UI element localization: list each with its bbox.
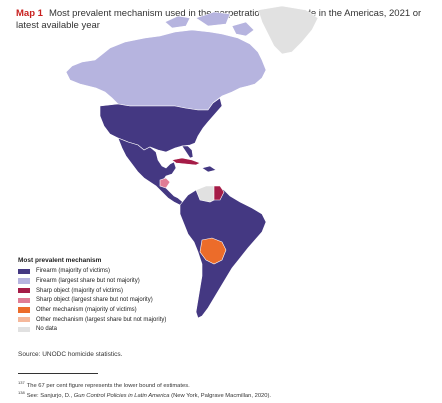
footnote-divider: [18, 373, 98, 374]
map-legend: Most prevalent mechanism Firearm (majori…: [18, 257, 238, 335]
legend-item: Other mechanism (largest share but not m…: [18, 315, 238, 324]
legend-swatch: [18, 297, 30, 304]
legend-item: Sharp object (majority of victims): [18, 286, 238, 295]
legend-label: Other mechanism (largest share but not m…: [36, 316, 167, 323]
region-greenland: [257, 5, 319, 55]
region-canada-islands-3: [231, 21, 255, 37]
legend-swatch: [18, 287, 30, 294]
footnote-number: 137: [18, 380, 25, 385]
legend-swatch: [18, 316, 30, 323]
region-florida: [181, 145, 194, 159]
footnote-138: 138See: Sanjurjo, D., Gun Control Polici…: [18, 390, 271, 399]
legend-item: Other mechanism (majority of victims): [18, 306, 238, 315]
footnote-book-title: Gun Control Policies in Latin America: [73, 392, 170, 399]
legend-swatch: [18, 326, 30, 333]
region-nicaragua: [159, 177, 171, 189]
legend-label: Sharp object (largest share but not majo…: [36, 297, 153, 304]
region-bolivia: [199, 237, 227, 265]
legend-label: Other mechanism (majority of victims): [36, 307, 137, 313]
legend-label: Sharp object (majority of victims): [36, 287, 124, 294]
legend-item: No data: [18, 325, 238, 334]
footnote-text-pre: See: Sanjurjo, D.,: [26, 392, 74, 399]
legend-item: Firearm (majority of victims): [18, 267, 238, 276]
footnote-number: 138: [18, 390, 25, 395]
legend-swatch: [18, 278, 30, 284]
map-number-label: Map 1: [16, 8, 43, 19]
map-title-text: Most prevalent mechanism used in the per…: [16, 8, 422, 31]
legend-swatch: [18, 268, 30, 274]
source-note: Source: UNODC homicide statistics.: [18, 351, 123, 358]
legend-label: No data: [36, 326, 58, 333]
region-cuba: [171, 157, 201, 166]
legend-item: Firearm (largest share but not majority): [18, 277, 238, 286]
region-canada-islands-2: [195, 11, 231, 27]
legend-title: Most prevalent mechanism: [18, 257, 102, 264]
legend-swatch: [18, 307, 30, 313]
region-canada: [65, 29, 267, 111]
footnote-text: The 67 per cent figure represents the lo…: [26, 382, 190, 389]
legend-label: Firearm (majority of victims): [36, 268, 111, 275]
region-hispaniola: [201, 165, 217, 173]
footnote-text-post: (New York, Palgrave Macmillan, 2020).: [169, 392, 272, 399]
map-title: Map 1 Most prevalent mechanism used in th…: [16, 8, 432, 32]
footnote-137: 137The 67 per cent figure represents the…: [18, 380, 190, 389]
legend-label: Firearm (largest share but not majority): [36, 277, 140, 284]
legend-items: Firearm (majority of victims) Firearm (la…: [18, 267, 238, 334]
region-mexico-central-america: [117, 137, 185, 206]
region-guyana: [213, 185, 225, 201]
region-canada-islands-1: [164, 15, 191, 29]
legend-item: Sharp object (largest share but not majo…: [18, 296, 238, 305]
